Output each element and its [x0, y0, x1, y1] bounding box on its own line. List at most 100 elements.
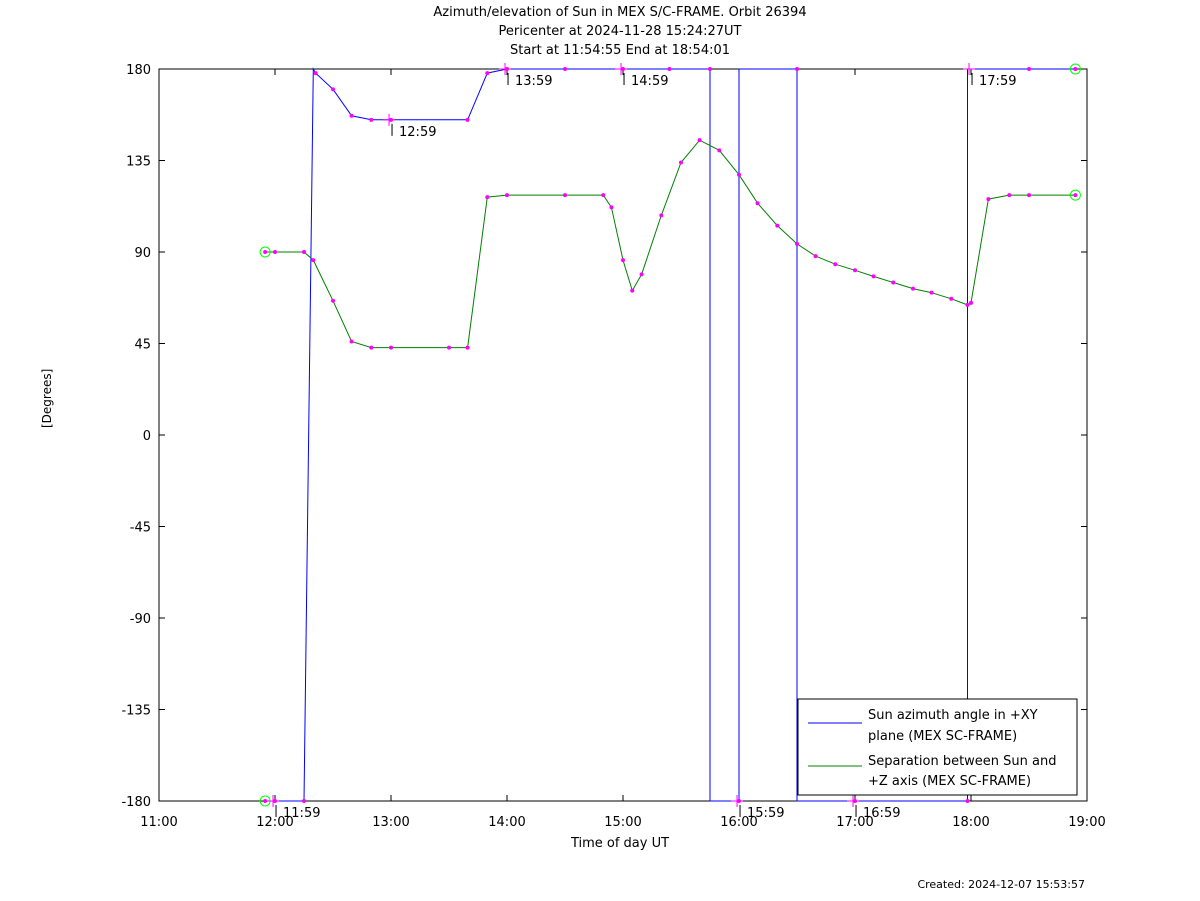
data-point-marker: [302, 799, 306, 803]
x-tick-label: 19:00: [1068, 815, 1105, 830]
legend-separation-line-1: Separation between Sun and: [868, 754, 1056, 769]
endpoint-circle: [259, 246, 271, 258]
data-point-marker: [965, 799, 970, 803]
x-axis-label: Time of day UT: [570, 836, 670, 851]
legend-box: [797, 698, 1078, 796]
chart-title-line-1: Azimuth/elevation of Sun in MEX S/C-FRAM…: [433, 5, 807, 20]
data-point-marker: [929, 290, 934, 295]
data-point-marker: [389, 345, 393, 350]
endpoint-circle: [1069, 63, 1081, 75]
y-tick-label: -45: [130, 521, 151, 536]
hour-marker-label: 12:59: [399, 125, 436, 140]
legend: Sun azimuth angle in +XY plane (MEX SC-F…: [797, 698, 1078, 796]
data-point-marker: [795, 241, 799, 246]
data-point-marker: [1073, 193, 1078, 198]
legend-separation-line-2: +Z axis (MEX SC-FRAME): [868, 774, 1031, 789]
y-tick-label: -180: [121, 795, 151, 810]
data-point-marker: [986, 197, 991, 202]
x-tick-label: 18:00: [952, 815, 989, 830]
legend-azimuth-line-2: plane (MEX SC-FRAME): [868, 729, 1017, 744]
data-point-marker: [853, 268, 857, 273]
data-point-marker: [891, 280, 896, 285]
data-point-marker: [1027, 193, 1031, 198]
data-point-marker: [755, 201, 760, 206]
data-point-marker: [679, 160, 683, 165]
data-point-marker: [465, 117, 470, 122]
data-point-marker: [708, 67, 712, 71]
data-point-marker: [313, 71, 318, 76]
data-point-marker: [263, 799, 268, 803]
x-tick-label: 11:00: [140, 815, 177, 830]
data-point-marker: [563, 67, 567, 71]
y-axis-label: [Degrees]: [40, 368, 54, 428]
y-tick-label: 180: [126, 63, 151, 78]
x-tick-label: 13:00: [372, 815, 409, 830]
data-point-marker: [349, 339, 354, 344]
data-point-marker: [969, 300, 973, 305]
y-tick-label: 90: [134, 246, 151, 261]
data-point-marker: [563, 193, 567, 198]
x-tick-label: 12:00: [256, 815, 293, 830]
data-point-marker: [609, 205, 614, 210]
data-point-marker: [949, 296, 954, 301]
data-point-marker: [505, 193, 509, 198]
axis-ticks: 11:00 12:00 13:00 14:00 15:00 16:00 17:00 18:00…: [121, 63, 1105, 830]
data-point-marker: [273, 250, 277, 254]
data-point-marker: [485, 71, 490, 76]
x-tick-label: 14:00: [488, 815, 525, 830]
data-point-marker: [697, 138, 702, 143]
hour-marker-label: 17:59: [979, 74, 1016, 89]
data-point-marker: [717, 148, 722, 153]
data-point-marker: [1073, 67, 1078, 71]
data-point-marker: [911, 286, 915, 291]
data-point-marker: [1027, 67, 1031, 71]
data-point-marker: [601, 193, 606, 198]
x-tick-label: 15:00: [604, 815, 641, 830]
legend-azimuth-line-1: Sun azimuth angle in +XY: [868, 708, 1038, 723]
y-tick-label: 45: [134, 338, 151, 353]
plot-area-frame: [158, 68, 1088, 802]
series-layer: [265, 67, 1076, 802]
data-point-marker: [1007, 193, 1012, 198]
data-point-marker: [659, 213, 664, 218]
data-point-marker: [465, 345, 470, 350]
data-point-marker: [737, 172, 741, 177]
endpoint-circle: [1069, 189, 1081, 201]
data-point-marker: [302, 250, 306, 254]
data-point-marker: [447, 345, 451, 350]
hour-marker-label: 11:59: [283, 806, 320, 821]
data-point-marker: [331, 298, 335, 303]
data-point-marker: [639, 272, 644, 277]
data-point-marker: [369, 117, 374, 122]
x-tick-label: 16:00: [720, 815, 757, 830]
data-point-marker: [311, 258, 316, 263]
y-tick-label: 135: [126, 155, 151, 170]
data-point-marker: [263, 250, 268, 254]
data-point-marker: [795, 67, 799, 71]
data-point-marker: [667, 67, 672, 71]
y-tick-label: 0: [143, 429, 151, 444]
data-point-marker: [871, 274, 876, 279]
azimuth-series-line: [265, 67, 1076, 802]
x-tick-label: 17:00: [836, 815, 873, 830]
data-point-marker: [349, 113, 354, 118]
data-point-marker: [369, 345, 374, 350]
created-timestamp: Created: 2024-12-07 15:53:57: [917, 878, 1085, 891]
data-point-marker: [485, 195, 490, 200]
hour-marker-label: 13:59: [515, 74, 552, 89]
hour-marker-label: 14:59: [631, 74, 668, 89]
hour-marker-label: 16:59: [863, 806, 900, 821]
data-point-marker: [331, 87, 335, 92]
y-tick-label: -135: [121, 704, 151, 719]
data-point-marker: [965, 302, 970, 307]
data-point-marker: [630, 288, 635, 293]
marker-layer: 11:59 12:59 13:59 14:59 15:59 16:59 17:59: [259, 63, 1081, 821]
y-tick-label: -90: [130, 612, 151, 627]
data-point-marker: [833, 262, 838, 267]
chart-title-line-2: Pericenter at 2024-11-28 15:24:27UT: [498, 24, 742, 39]
chart-title-line-3: Start at 11:54:55 End at 18:54:01: [509, 43, 731, 58]
hour-marker-label: 15:59: [747, 806, 784, 821]
separation-series-line: [265, 139, 1076, 349]
data-point-marker: [813, 254, 818, 259]
